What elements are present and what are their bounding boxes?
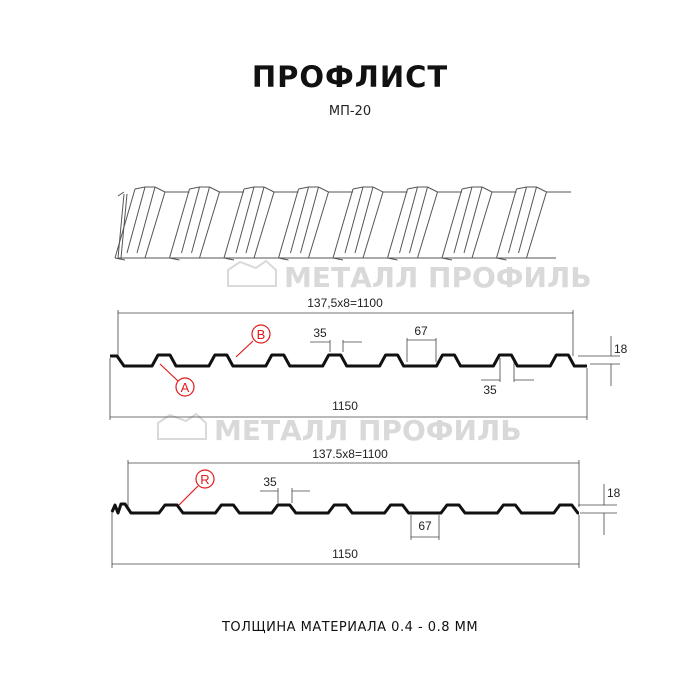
sheet-edge	[461, 186, 473, 190]
sheet-edge	[409, 186, 428, 254]
page-title: ПРОФЛИСТ	[251, 60, 449, 94]
sheet-edge	[117, 191, 125, 197]
sheet-edge	[387, 188, 408, 259]
sheet-edge	[536, 186, 547, 193]
sheet-edge	[372, 186, 384, 193]
sheet-edge	[399, 186, 418, 254]
profile-a-shape	[110, 353, 587, 368]
watermark-text: МЕТАЛЛ ПРОФИЛЬ	[214, 414, 522, 447]
sheet-edge	[134, 186, 146, 190]
rib-dimension: 67	[414, 324, 428, 338]
callout-a-label: A	[181, 380, 190, 395]
sheet-edge	[362, 191, 384, 259]
callout-b-label: B	[257, 327, 266, 342]
sheet-edge	[253, 191, 275, 259]
sheet-edge	[245, 186, 265, 254]
sheet-edge	[463, 186, 483, 254]
sheet-edge	[181, 186, 200, 254]
rib-dimension: 67	[418, 519, 432, 533]
sheet-edge	[496, 188, 517, 259]
sheet-edge	[126, 186, 146, 254]
sheet-edge	[354, 186, 374, 254]
sheet-edge	[243, 186, 255, 190]
sheet-edge	[332, 188, 354, 259]
sheet-edge	[516, 186, 527, 190]
height-dimension: 18	[607, 486, 621, 500]
pitch-dimension: 137.5x8=1100	[312, 447, 388, 461]
sheet-edge	[427, 186, 438, 193]
sheet-3d-view	[114, 186, 571, 261]
profile-b-shape	[110, 502, 580, 515]
sheet-edge	[308, 191, 329, 259]
sheet-edge	[290, 186, 309, 254]
sheet-edge	[298, 186, 309, 190]
sheet-edge	[189, 186, 200, 190]
sheet-edge	[453, 186, 473, 254]
material-thickness-note: ТОЛЩИНА МАТЕРИАЛА 0.4 - 0.8 ММ	[221, 620, 479, 635]
sheet-edge	[117, 193, 125, 259]
callout-a	[175, 377, 195, 397]
profile-a: 137,5x8=1100 1150 35 67 35 18 B A	[109, 296, 628, 420]
sheet-edge	[508, 186, 527, 254]
sheet-edge	[352, 186, 364, 190]
sheet-edge	[169, 188, 190, 259]
watermark-text: МЕТАЛЛ ПРОФИЛЬ	[284, 261, 592, 294]
sheet-edge	[199, 191, 220, 259]
sheet-edge	[471, 191, 493, 259]
sheet-edge	[300, 186, 319, 254]
sheet-edge	[318, 186, 329, 193]
sheet-edge	[154, 186, 166, 193]
callout-r	[195, 469, 215, 489]
sheet-edge	[223, 188, 245, 259]
callout-b	[251, 324, 271, 344]
sheet-edge	[441, 188, 463, 259]
pitch-dimension: 137,5x8=1100	[307, 296, 383, 310]
profile-b: 137.5x8=1100 1150 35 67 18 R	[110, 447, 621, 568]
sheet-edge	[417, 191, 438, 259]
height-dimension: 18	[614, 342, 628, 356]
sheet-edge	[114, 257, 126, 261]
sheet-edge	[209, 186, 220, 193]
sheet-edge	[191, 186, 210, 254]
page-subtitle: МП-20	[328, 104, 372, 119]
callout-r-label: R	[200, 472, 209, 487]
watermark-top: МЕТАЛЛ ПРОФИЛЬ	[227, 259, 592, 294]
top-width-dimension: 35	[263, 475, 277, 489]
sheet-edge	[278, 188, 299, 259]
sheet-edge	[344, 186, 364, 254]
logo-icon	[157, 412, 207, 440]
top-width-dimension: 35	[313, 326, 327, 340]
sheet-edge	[481, 186, 493, 193]
width-dimension: 1150	[332, 547, 358, 561]
sheet-edge	[518, 186, 537, 254]
sheet-edge	[407, 186, 418, 190]
sheet-edge	[263, 186, 275, 193]
sheet-edge	[235, 186, 255, 254]
sheet-edge	[526, 191, 547, 259]
width-dimension: 1150	[332, 399, 358, 413]
logo-icon	[227, 259, 277, 287]
sheet-edge	[114, 188, 136, 259]
sheet-edge	[144, 191, 166, 259]
watermark-bottom: МЕТАЛЛ ПРОФИЛЬ	[157, 412, 522, 447]
bottom-width-dimension: 35	[483, 383, 497, 397]
sheet-edge	[136, 186, 156, 254]
